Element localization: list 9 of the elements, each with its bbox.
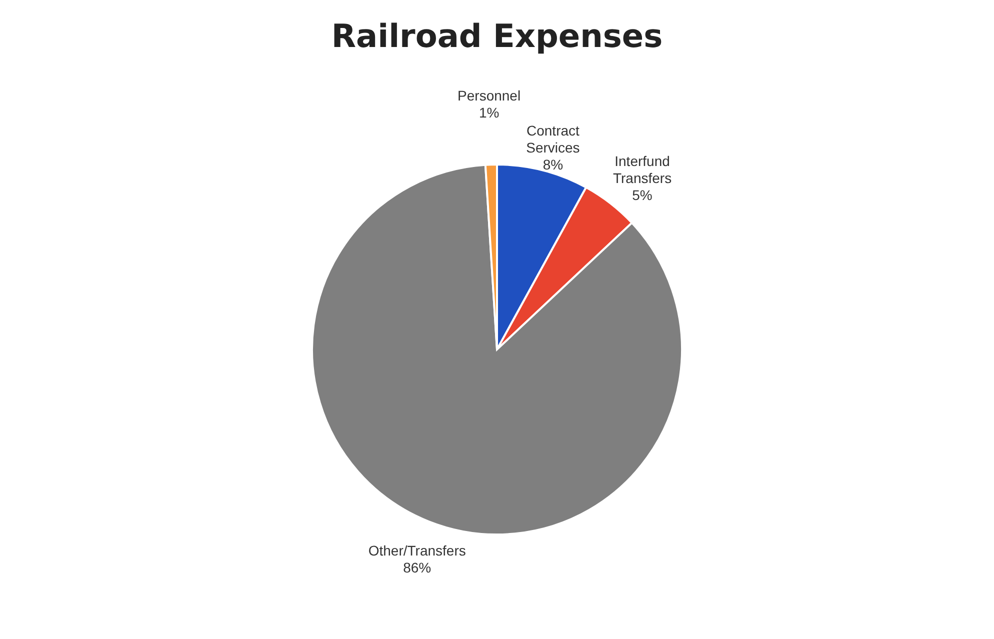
data-label: 1%	[478, 104, 500, 121]
slice-label: Personnel	[458, 88, 521, 104]
chart-title: Railroad Expenses	[331, 17, 663, 55]
data-label: 5%	[632, 187, 652, 204]
data-label: 8%	[542, 156, 564, 173]
slice-label: Interfund Transfers	[612, 153, 672, 186]
slice-label: Other/Transfers	[368, 542, 466, 558]
slice-label: Contract Services	[526, 122, 580, 156]
data-label: 86%	[403, 559, 432, 576]
